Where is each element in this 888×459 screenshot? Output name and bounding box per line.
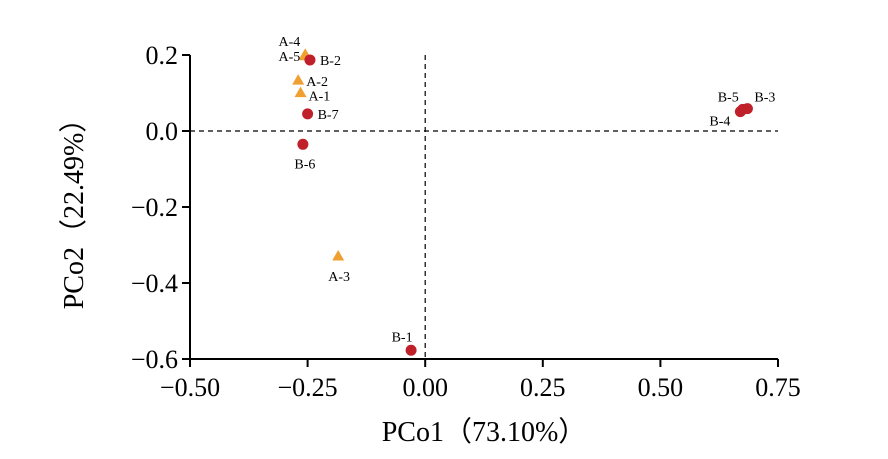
- label-a-1: A-1: [309, 90, 331, 105]
- label-b-3: B-3: [754, 91, 775, 106]
- label-b-7: B-7: [318, 108, 339, 123]
- x-tick-label: 0.00: [402, 373, 448, 402]
- y-tick-label: −0.6: [131, 345, 178, 374]
- y-tick-label: −0.4: [131, 269, 178, 298]
- x-tick-label: −0.50: [160, 373, 220, 402]
- point-a-1: [294, 86, 307, 98]
- label-a-4: A-4: [278, 35, 300, 50]
- point-b-7: [302, 108, 314, 120]
- point-b-2: [304, 54, 316, 66]
- point-a-3: [332, 250, 345, 261]
- x-tick-label: −0.25: [278, 373, 338, 402]
- label-b-1: B-1: [392, 330, 413, 345]
- x-tick-label: 0.75: [755, 373, 801, 402]
- label-a-3: A-3: [328, 270, 350, 285]
- x-tick-label: 0.50: [638, 373, 684, 402]
- y-tick-label: −0.2: [131, 193, 178, 222]
- x-axis-title: PCo1（73.10%）: [382, 416, 587, 448]
- y-tick-label: 0.0: [146, 117, 179, 146]
- x-tick-label: 0.25: [520, 373, 566, 402]
- data-points: [292, 48, 753, 356]
- y-axis-title: PCo2（22.49%）: [58, 105, 90, 310]
- point-b-5: [737, 103, 749, 115]
- label-a-5: A-5: [278, 50, 300, 65]
- point-labels: A-1A-2 A-3 A-4A-5 B-1 B-2 B-3 B-4 B-5 B-6 B-7: [278, 35, 775, 345]
- label-b-4: B-4: [709, 115, 730, 130]
- reference-lines: [190, 55, 778, 359]
- y-tick-label: 0.2: [146, 41, 179, 70]
- label-b-6: B-6: [294, 157, 315, 172]
- label-b-2: B-2: [320, 54, 341, 69]
- point-a-2: [292, 74, 305, 85]
- point-b-1: [405, 344, 417, 356]
- point-b-6: [297, 138, 309, 150]
- label-b-5: B-5: [718, 90, 739, 105]
- label-a-2: A-2: [306, 75, 328, 90]
- axes: −0.50 −0.25 0.00 0.25 0.50 0.75 −0.6 −0.4 −0.2 0.…: [131, 41, 801, 402]
